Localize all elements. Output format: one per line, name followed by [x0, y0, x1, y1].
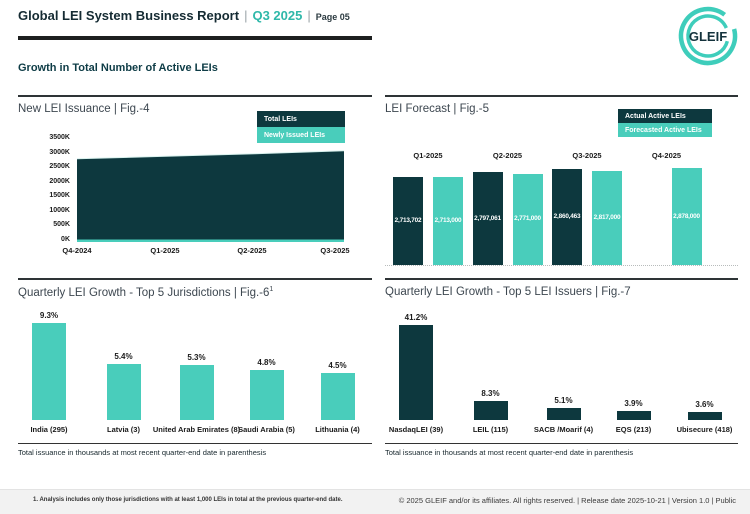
section-title: Growth in Total Number of Active LEIs [18, 62, 218, 74]
category-label: Ubisecure (418) [676, 425, 733, 434]
bar-United Arab Emirates (8) [179, 364, 214, 420]
category-label: India (295) [30, 425, 68, 434]
category-label: Saudi Arabia (5) [238, 425, 295, 434]
bar-Q1-2025-forecast [433, 177, 463, 265]
x-axis-tick-label: Q4-2024 [62, 246, 92, 255]
bar-Ubisecure (418) [687, 411, 722, 420]
y-axis-tick-label: 0K [61, 235, 70, 243]
bar-EQS (213) [616, 411, 651, 420]
bar-NasdaqLEI (39) [399, 325, 433, 420]
x-axis-tick-label: Q1-2025 [150, 246, 180, 255]
x-axis-tick-label: Q2-2025 [237, 246, 267, 255]
gleif-logo-icon: GLEIF [678, 6, 738, 66]
chart-title-fig6-footnote-marker: 1 [269, 286, 274, 293]
category-label: NasdaqLEI (39) [388, 425, 444, 434]
report-title: Global LEI System Business Report [18, 8, 240, 23]
category-label: Latvia (3) [107, 425, 140, 434]
bar-percent-label: 8.3% [481, 388, 500, 398]
bar-value-label: 2,713,000 [434, 217, 462, 224]
y-axis-tick-label: 3000K [49, 148, 70, 156]
page-number: Page 05 [315, 12, 350, 22]
bar-SACB /Moarif (4) [546, 408, 581, 420]
gleif-logo-text: GLEIF [689, 29, 727, 44]
bar-percent-label: 4.5% [328, 361, 347, 371]
note-fig7: Total issuance in thousands at most rece… [385, 443, 738, 457]
bar-Q1-2025-actual [393, 176, 423, 265]
panel-top5-issuers: Quarterly LEI Growth - Top 5 LEI Issuers… [385, 278, 738, 462]
x-axis-tick-label: Q3-2025 [320, 246, 350, 255]
report-header: Global LEI System Business Report | Q3 202… [18, 8, 350, 23]
y-axis-tick-label: 1500K [49, 192, 70, 200]
note-fig6: Total issuance in thousands at most rece… [18, 443, 372, 457]
bar-India (295) [32, 323, 66, 420]
category-label: Lithuania (4) [315, 425, 360, 434]
x-axis-fig4: Q4-2024 Q1-2025 Q2-2025 Q3-2025 [18, 97, 372, 267]
quarter-label: Q3-2025 [572, 151, 602, 160]
area-plot-fig4 [76, 138, 345, 242]
legend-item-newly-issued-leis: Newly Issued LEIs [257, 127, 345, 143]
report-period: Q3 2025 [252, 8, 303, 23]
header-separator: | [307, 8, 311, 23]
bar-Lithuania (4) [320, 373, 355, 420]
chart-title-fig4: New LEI Issuance | Fig.-4 [18, 103, 150, 115]
bar-value-label: 2,817,000 [593, 214, 621, 222]
y-axis-tick-label: 1000K [49, 206, 70, 214]
chart-title-fig6: Quarterly LEI Growth - Top 5 Jurisdictio… [18, 286, 273, 299]
bar-Q2-2025-actual [472, 172, 503, 265]
copyright-line: © 2025 GLEIF and/or its affiliates. All … [398, 496, 736, 505]
legend-item-total-leis: Total LEIs [257, 111, 345, 127]
bars-fig5: Q1-2025 Q2-2025 Q3-2025 Q4-2025 2,713,702 2,7… [385, 97, 738, 267]
footer-band [0, 489, 750, 514]
bar-Q2-2025-forecast [512, 173, 543, 265]
legend-fig4: Total LEIs Newly Issued LEIs [257, 111, 345, 143]
bar-percent-label: 5.1% [554, 396, 573, 406]
bar-Q3-2025-actual [552, 168, 582, 265]
panel-top5-jurisdictions: Quarterly LEI Growth - Top 5 Jurisdictio… [18, 278, 372, 462]
y-axis-tick-label: 3500K [49, 134, 70, 141]
category-label: EQS (213) [615, 425, 652, 434]
legend-fig5: Actual Active LEIs Forecasted Active LEIs [618, 109, 712, 137]
bar-value-label: 2,797,061 [474, 214, 501, 222]
header-separator: | [244, 8, 248, 23]
bar-percent-label: 3.9% [624, 399, 643, 409]
bar-Latvia (3) [106, 363, 141, 420]
category-label: SACB /Moarif (4) [533, 425, 594, 434]
bar-Q3-2025-forecast [592, 171, 622, 265]
bar-value-label: 2,771,000 [514, 215, 541, 223]
y-axis-tick-label: 2500K [49, 163, 70, 171]
bar-percent-label: 9.3% [39, 311, 59, 321]
bar-percent-label: 5.4% [114, 351, 133, 361]
footnote: 1. Analysis includes only those jurisdic… [33, 497, 343, 503]
panel-lei-forecast: LEI Forecast | Fig.-5 Actual Active LEIs… [385, 95, 738, 267]
legend-item-actual-active-leis: Actual Active LEIs [618, 109, 712, 123]
quarter-label: Q1-2025 [413, 151, 443, 160]
category-label: United Arab Emirates (8) [152, 425, 241, 434]
bar-percent-label: 41.2% [404, 313, 428, 323]
bar-LEIL (115) [473, 400, 508, 420]
bar-value-label: 2,860,463 [553, 212, 581, 220]
header-divider-bar [18, 36, 372, 40]
quarter-label: Q2-2025 [492, 151, 523, 160]
panel-new-lei-issuance: New LEI Issuance | Fig.-4 Total LEIs Newl… [18, 95, 372, 265]
chart-title-fig5: LEI Forecast | Fig.-5 [385, 103, 489, 115]
bar-percent-label: 5.3% [187, 352, 206, 362]
quarter-label: Q4-2025 [651, 151, 682, 160]
y-axis-fig4: 3500K 3000K 2500K 2000K 1500K 1000K 500K 0K [18, 97, 70, 257]
bar-value-label: 2,878,000 [673, 212, 700, 220]
category-label: LEIL (115) [472, 425, 509, 434]
y-axis-tick-label: 500K [53, 221, 70, 229]
bars-fig6: 9.3% India (295) 5.4% Latvia (3) 5.3% United … [18, 280, 372, 464]
chart-title-fig6-text: Quarterly LEI Growth - Top 5 Jurisdictio… [18, 286, 270, 299]
baseline-fig5 [385, 265, 738, 266]
legend-item-forecasted-active-leis: Forecasted Active LEIs [618, 123, 712, 137]
bar-Saudi Arabia (5) [249, 370, 284, 420]
y-axis-tick-label: 2000K [49, 177, 70, 185]
bar-percent-label: 3.6% [695, 399, 714, 409]
bar-percent-label: 4.8% [257, 358, 276, 368]
bar-value-label: 2,713,702 [394, 216, 422, 224]
chart-title-fig7: Quarterly LEI Growth - Top 5 LEI Issuers… [385, 286, 631, 298]
bar-Q4-2025-forecast [671, 168, 702, 265]
gleif-logo: GLEIF [668, 2, 748, 72]
bars-fig7: 41.2% NasdaqLEI (39) 8.3% LEIL (115) 5.1% SAC… [385, 280, 738, 464]
